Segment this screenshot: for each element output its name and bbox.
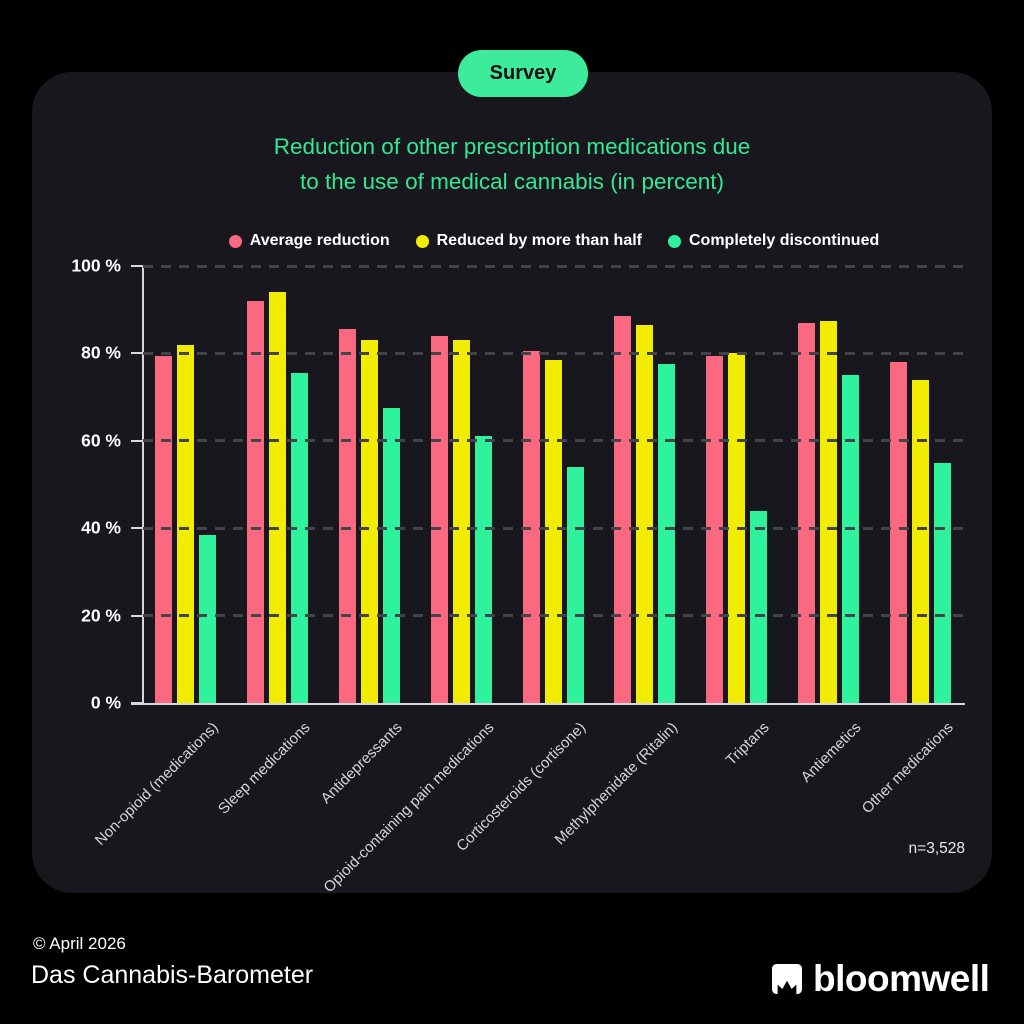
bar [566,467,584,703]
bar [544,359,562,703]
bar [246,300,264,703]
legend-item: Reduced by more than half [415,232,642,250]
bar-group-4 [430,266,492,703]
y-axis-line [142,266,144,703]
bar [750,510,768,703]
bars-layer [143,266,965,703]
bar-group-8 [798,266,860,703]
ytick-mark-80 [131,352,143,355]
survey-badge: Survey [458,50,588,97]
bar [820,320,838,703]
bar [798,322,816,703]
bar [658,364,676,703]
x-axis-line [131,703,965,705]
bar-group-1 [155,266,216,703]
legend: Average reduction Reduced by more than ha… [143,232,965,250]
ytick-mark-20 [131,614,143,617]
bar [474,436,492,703]
chart-title-line2: to the use of medical cannabis (in perce… [300,168,724,194]
bar [430,335,448,703]
bar [199,534,216,703]
bar-group-9 [890,266,951,703]
x-axis-labels: Non-opioid (medications) Sleep medication… [92,703,965,913]
bar-group-6 [614,266,676,703]
gridline-20 [143,614,965,618]
chart-card: Reduction of other prescription medicati… [32,72,992,896]
bar [268,292,286,703]
bar [360,340,378,703]
bar-group-5 [522,266,584,703]
bloomwell-wordmark: bloomwell [813,958,990,999]
bloomwell-crown-icon [772,964,802,994]
bar [290,373,308,703]
bar [636,325,654,703]
legend-label: Average reduction [249,232,390,249]
gridline-80 [143,351,965,355]
ytick-mark-40 [131,527,143,530]
survey-badge-label: Survey [489,62,557,84]
xlabel-8: Antiemetics [797,719,865,786]
bar-group-2 [246,266,308,703]
legend-label: Reduced by more than half [436,232,642,249]
ytick-label-0: 0 % [90,692,121,713]
ytick-mark-100 [131,265,143,267]
bar-group-3 [338,266,400,703]
legend-dot-icon [228,234,242,248]
bar [338,329,356,703]
source-title: Das Cannabis-Barometer [31,961,314,989]
ytick-label-40: 40 % [81,517,121,538]
ytick-label-100: 100 % [71,255,121,276]
legend-item: Average reduction [228,232,390,250]
copyright-date: © April 2026 [33,934,126,953]
xlabel-1: Non-opioid (medications) [91,719,222,849]
bar [382,408,400,703]
xlabel-4: Opioid-containing pain medications [320,719,498,897]
bloomwell-logo: bloomwell [772,958,990,1000]
gridline-60 [143,439,965,443]
ytick-mark-60 [131,439,143,442]
sample-size-annotation: n=3,528 [908,840,965,857]
legend-dot-icon [668,234,681,248]
bar [912,379,929,703]
chart-title-line1: Reduction of other prescription medicati… [273,134,751,159]
bar [934,462,951,703]
bar [890,362,907,703]
bar [177,344,194,703]
xlabel-9: Other medications [858,719,957,818]
gridline-40 [143,526,965,530]
legend-item: Completely discontinued [668,232,879,250]
ytick-label-60: 60 % [81,430,121,451]
chart-title: Reduction of other prescription medicati… [32,130,992,200]
ytick-label-20: 20 % [81,605,121,626]
bar [452,340,470,703]
legend-label: Completely discontinued [689,232,880,249]
bar [614,316,632,703]
ytick-mark-0 [131,702,143,704]
plot-area: Non-opioid (medications) Sleep medication… [71,256,965,896]
bar [842,375,860,703]
ytick-label-80: 80 % [81,342,121,363]
legend-dot-icon [415,234,429,248]
gridline-100 [143,264,965,268]
bar-group-7 [706,266,768,703]
xlabel-7: Triptans [722,719,773,769]
xlabel-3: Antidepressants [317,719,406,808]
xlabel-2: Sleep medications [214,719,314,818]
